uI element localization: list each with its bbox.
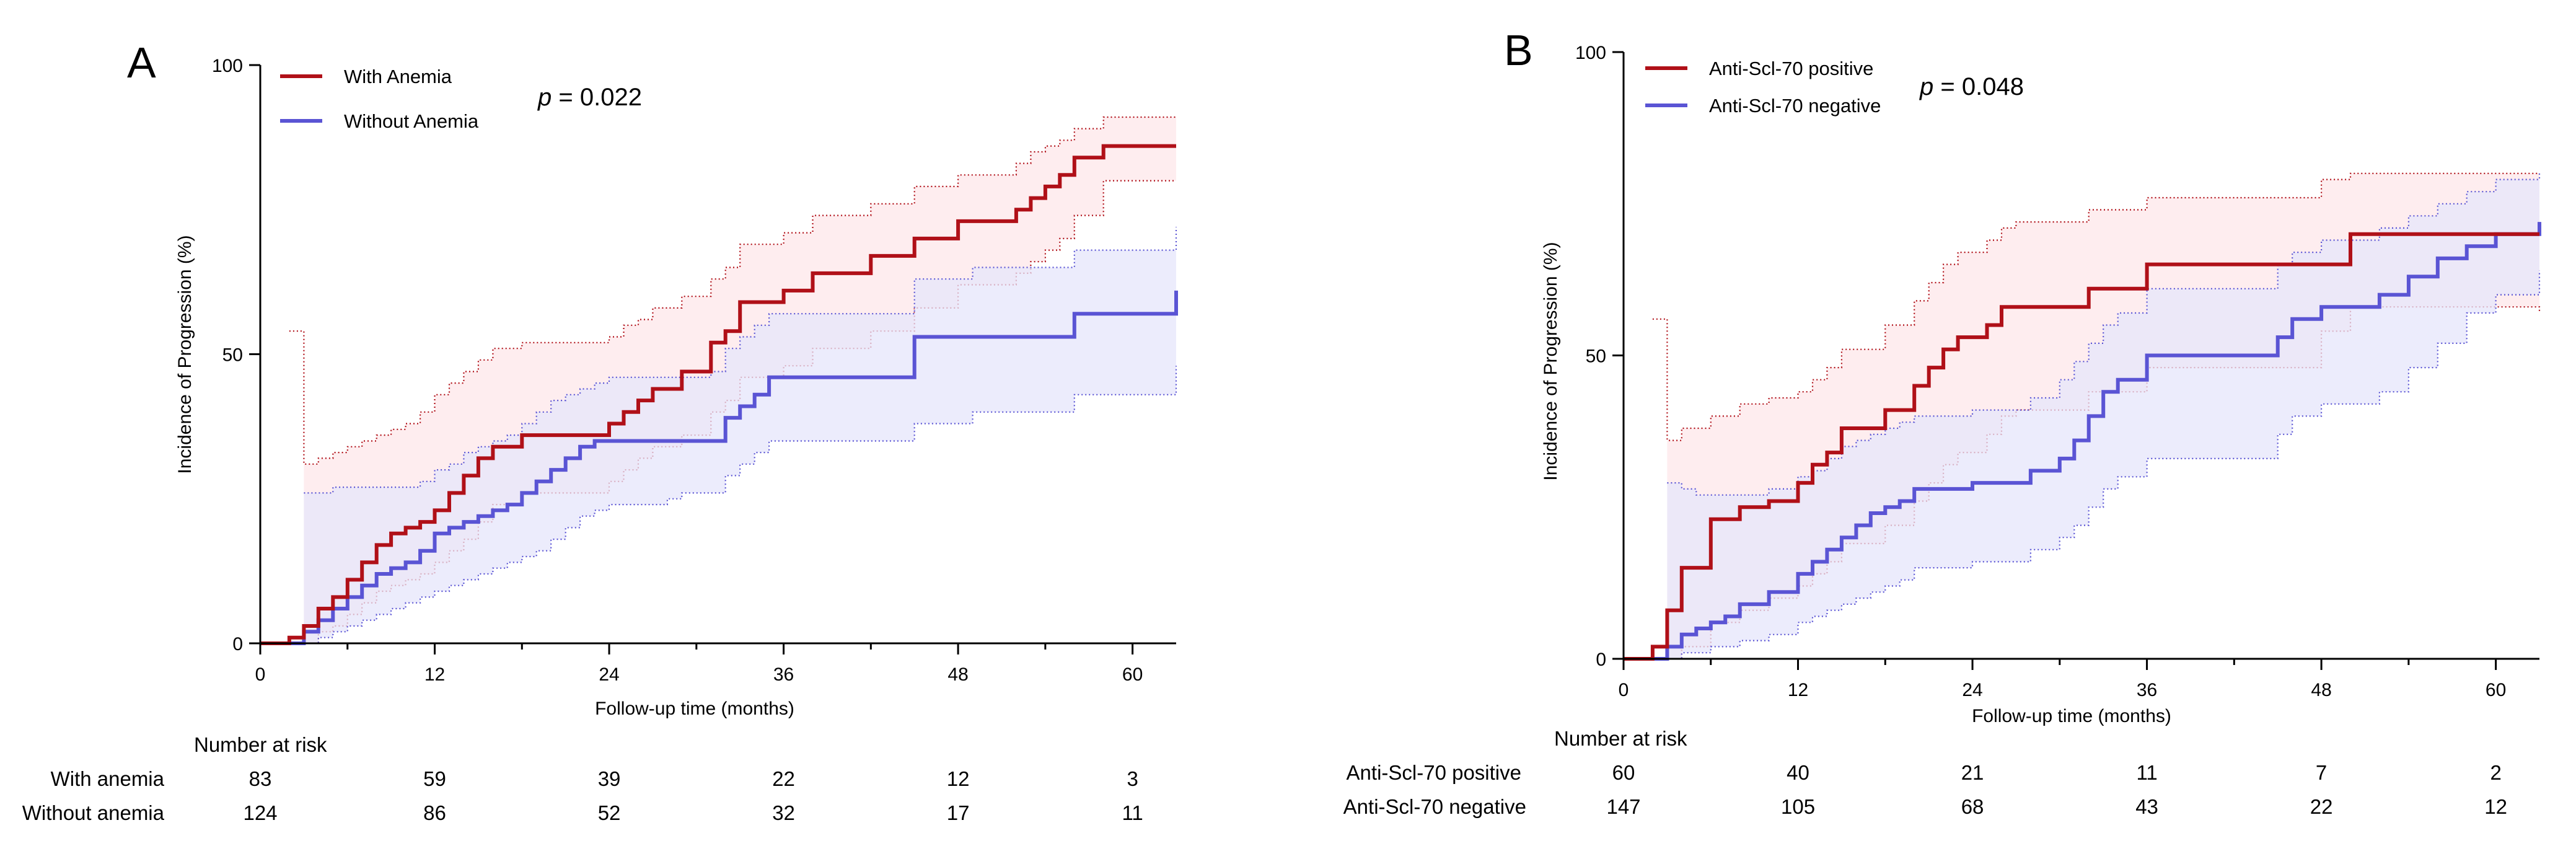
panel-b-risk-value: 43 (2135, 795, 2158, 818)
panel-b-x-ticks: 0 12 24 36 48 60 (1619, 659, 2506, 700)
panel-a-series-line-1 (260, 144, 1176, 645)
panel-b-series-line-1 (1624, 232, 2539, 661)
panel-a-legend-label-2: Without Anemia (344, 110, 479, 132)
panel-b-x-tick-label: 0 (1619, 680, 1629, 700)
panel-b-y-tick-label: 0 (1596, 650, 1606, 670)
panel-b-ci-upper-2 (1667, 173, 2541, 496)
panel-a-plot (260, 116, 1178, 645)
panel-b-risk-value: 105 (1781, 795, 1815, 818)
panel-a-y-tick-label: 100 (212, 56, 243, 76)
panel-b-ci-upper-1 (1652, 172, 2539, 441)
panel-b-risk-value: 147 (1606, 795, 1640, 818)
panel-b-p-value: p = 0.048 (1919, 73, 2024, 100)
panel-a-risk-row-label-1: With anemia (51, 767, 165, 790)
panel-b-legend-label-1: Anti-Scl-70 positive (1709, 58, 1873, 79)
panel-a-risk-value: 39 (598, 767, 621, 790)
panel-a-p-number: = 0.022 (552, 84, 642, 111)
panel-a-x-axis-title: Follow-up time (months) (595, 698, 794, 719)
panel-a-letter: A (127, 38, 156, 87)
panel-a-axes: 0 50 100 0 12 24 36 48 60 (212, 56, 1176, 685)
panel-b-risk-value: 21 (1961, 761, 1984, 784)
panel-a-risk-value: 59 (423, 767, 446, 790)
panel-a-x-tick-label: 24 (599, 664, 619, 685)
panel-b: B 0 50 100 0 12 24 36 48 60 Follow-up time (mon… (1343, 26, 2541, 818)
panel-a-risk-value: 17 (947, 801, 970, 824)
panel-a-risk-title: Number at risk (194, 733, 327, 756)
panel-a-risk-value: 124 (243, 801, 277, 824)
panel-b-risk-value: 2 (2490, 761, 2501, 784)
panel-b-y-tick-label: 100 (1575, 43, 1606, 63)
panel-b-series-line-2 (1624, 222, 2541, 661)
panel-b-y-ticks: 0 50 100 (1575, 43, 1624, 670)
panel-b-risk-title: Number at risk (1554, 727, 1687, 750)
panel-a-legend: With Anemia Without Anemia (280, 66, 479, 132)
panel-b-y-tick-label: 50 (1586, 346, 1606, 367)
panel-b-x-tick-label: 48 (2311, 680, 2331, 700)
panel-a-risk-value: 52 (598, 801, 621, 824)
panel-b-x-tick-label: 24 (1962, 680, 1982, 700)
panel-a-risk-values: 83 59 39 22 12 3 124 86 52 32 17 11 (243, 767, 1143, 824)
panel-b-risk-table: Number at risk Anti-Scl-70 positive Anti… (1343, 727, 2507, 818)
panel-b-letter: B (1504, 26, 1533, 74)
panel-a-p-symbol: p (537, 84, 552, 111)
panel-a-risk-table: Number at risk With anemia Without anemi… (22, 733, 1143, 824)
panel-b-p-symbol: p (1919, 73, 1933, 100)
panel-a-p-value: p = 0.022 (537, 84, 642, 111)
panel-b-ci-lower-2 (1667, 270, 2541, 660)
panel-a-risk-value: 3 (1127, 767, 1138, 790)
panel-b-x-axis-title: Follow-up time (months) (1972, 706, 2171, 726)
panel-b-risk-values: 60 40 21 11 7 2 147 105 68 43 22 12 (1606, 761, 2507, 818)
panel-a-ci-upper-1 (289, 116, 1176, 465)
panel-b-risk-row-label-2: Anti-Scl-70 negative (1343, 795, 1526, 818)
panel-a-legend-label-1: With Anemia (344, 66, 452, 87)
panel-a-x-tick-label: 0 (255, 664, 266, 685)
panel-b-legend: Anti-Scl-70 positive Anti-Scl-70 negativ… (1645, 58, 1881, 117)
panel-a-ci-lower-2 (304, 366, 1177, 645)
panel-a-risk-value: 11 (1122, 801, 1143, 824)
panel-b-plot (1624, 172, 2541, 661)
panel-b-x-tick-label: 12 (1788, 680, 1808, 700)
panel-a-x-tick-label: 48 (947, 664, 968, 685)
panel-a-series (260, 144, 1178, 645)
panel-b-x-tick-label: 36 (2137, 680, 2157, 700)
panel-b-x-tick-label: 60 (2486, 680, 2506, 700)
panel-a-risk-value: 83 (249, 767, 272, 790)
panel-a-x-tick-label: 60 (1122, 664, 1143, 685)
panel-a-y-axis-title: Incidence of Progression (%) (175, 235, 195, 474)
panel-b-risk-value: 12 (2484, 795, 2507, 818)
panel-b-p-number: = 0.048 (1933, 73, 2024, 100)
panel-a-x-tick-label: 12 (424, 664, 445, 685)
panel-b-risk-value: 22 (2310, 795, 2333, 818)
panel-b-legend-label-2: Anti-Scl-70 negative (1709, 95, 1881, 117)
panel-a-risk-value: 12 (947, 767, 970, 790)
panel-b-risk-value: 40 (1787, 761, 1809, 784)
panel-a-ci-band-2 (304, 227, 1176, 643)
panel-a-y-tick-label: 50 (222, 345, 243, 366)
panel-a-risk-value: 86 (423, 801, 446, 824)
panel-a-risk-value: 32 (772, 801, 795, 824)
panel-a-bands (289, 116, 1177, 645)
panel-a-risk-row-label-2: Without anemia (22, 801, 165, 824)
panel-b-risk-value: 11 (2136, 761, 2157, 784)
panel-a: A 0 50 100 0 12 24 36 48 60 Follow-up time (mon… (22, 38, 1178, 824)
panel-b-axes: 0 50 100 0 12 24 36 48 60 (1575, 43, 2539, 700)
panel-a-risk-value: 22 (772, 767, 795, 790)
panel-b-y-axis-title: Incidence of Progression (%) (1541, 242, 1561, 480)
panel-a-x-ticks: 0 12 24 36 48 60 (255, 643, 1143, 685)
panel-a-y-tick-label: 0 (232, 634, 243, 654)
panel-b-risk-row-label-1: Anti-Scl-70 positive (1347, 761, 1521, 784)
panel-b-series (1624, 222, 2541, 661)
panel-a-x-tick-label: 36 (773, 664, 794, 685)
panel-a-y-ticks: 0 50 100 (212, 56, 260, 654)
panel-b-risk-value: 7 (2316, 761, 2327, 784)
panel-b-risk-value: 68 (1961, 795, 1984, 818)
panel-a-series-line-2 (260, 290, 1178, 645)
panel-b-risk-value: 60 (1612, 761, 1635, 784)
